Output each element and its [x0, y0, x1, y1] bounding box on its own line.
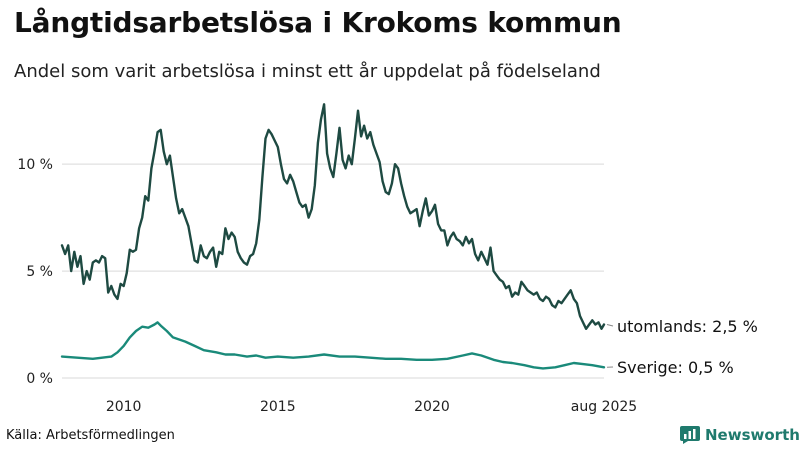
series-end-label: utomlands: 2,5 % — [617, 317, 758, 336]
y-tick-label: 10 % — [17, 157, 53, 173]
series-end-label: Sverige: 0,5 % — [617, 358, 734, 377]
brand-name: Newsworthy — [705, 426, 800, 444]
x-tick-label: 2020 — [414, 399, 450, 415]
series-label-connector — [606, 324, 614, 327]
source-note: Källa: Arbetsförmedlingen — [6, 428, 175, 443]
label-layer: 0 % 5 % 10 % 2010 2015 2020 aug 2025 utomlands:… — [17, 157, 757, 415]
brand-logo[interactable]: Newsworthy — [680, 426, 800, 444]
newsworthy-logo-icon — [680, 426, 700, 444]
line-chart: 0 % 5 % 10 % 2010 2015 2020 aug 2025 utomlands:… — [17, 103, 758, 415]
y-tick-label: 5 % — [26, 264, 53, 280]
y-tick-label: 0 % — [26, 371, 53, 387]
series-line-utomlands — [60, 103, 606, 330]
series-layer — [60, 103, 606, 370]
series-line-sverige — [60, 321, 606, 370]
x-tick-label: 2010 — [106, 399, 142, 415]
page-title: Långtidsarbetslösa i Krokoms kommun — [14, 6, 622, 39]
grid-layer — [62, 163, 604, 379]
x-tick-label: aug 2025 — [571, 399, 637, 415]
page-subtitle: Andel som varit arbetslösa i minst ett å… — [14, 61, 601, 82]
x-tick-label: 2015 — [260, 399, 296, 415]
